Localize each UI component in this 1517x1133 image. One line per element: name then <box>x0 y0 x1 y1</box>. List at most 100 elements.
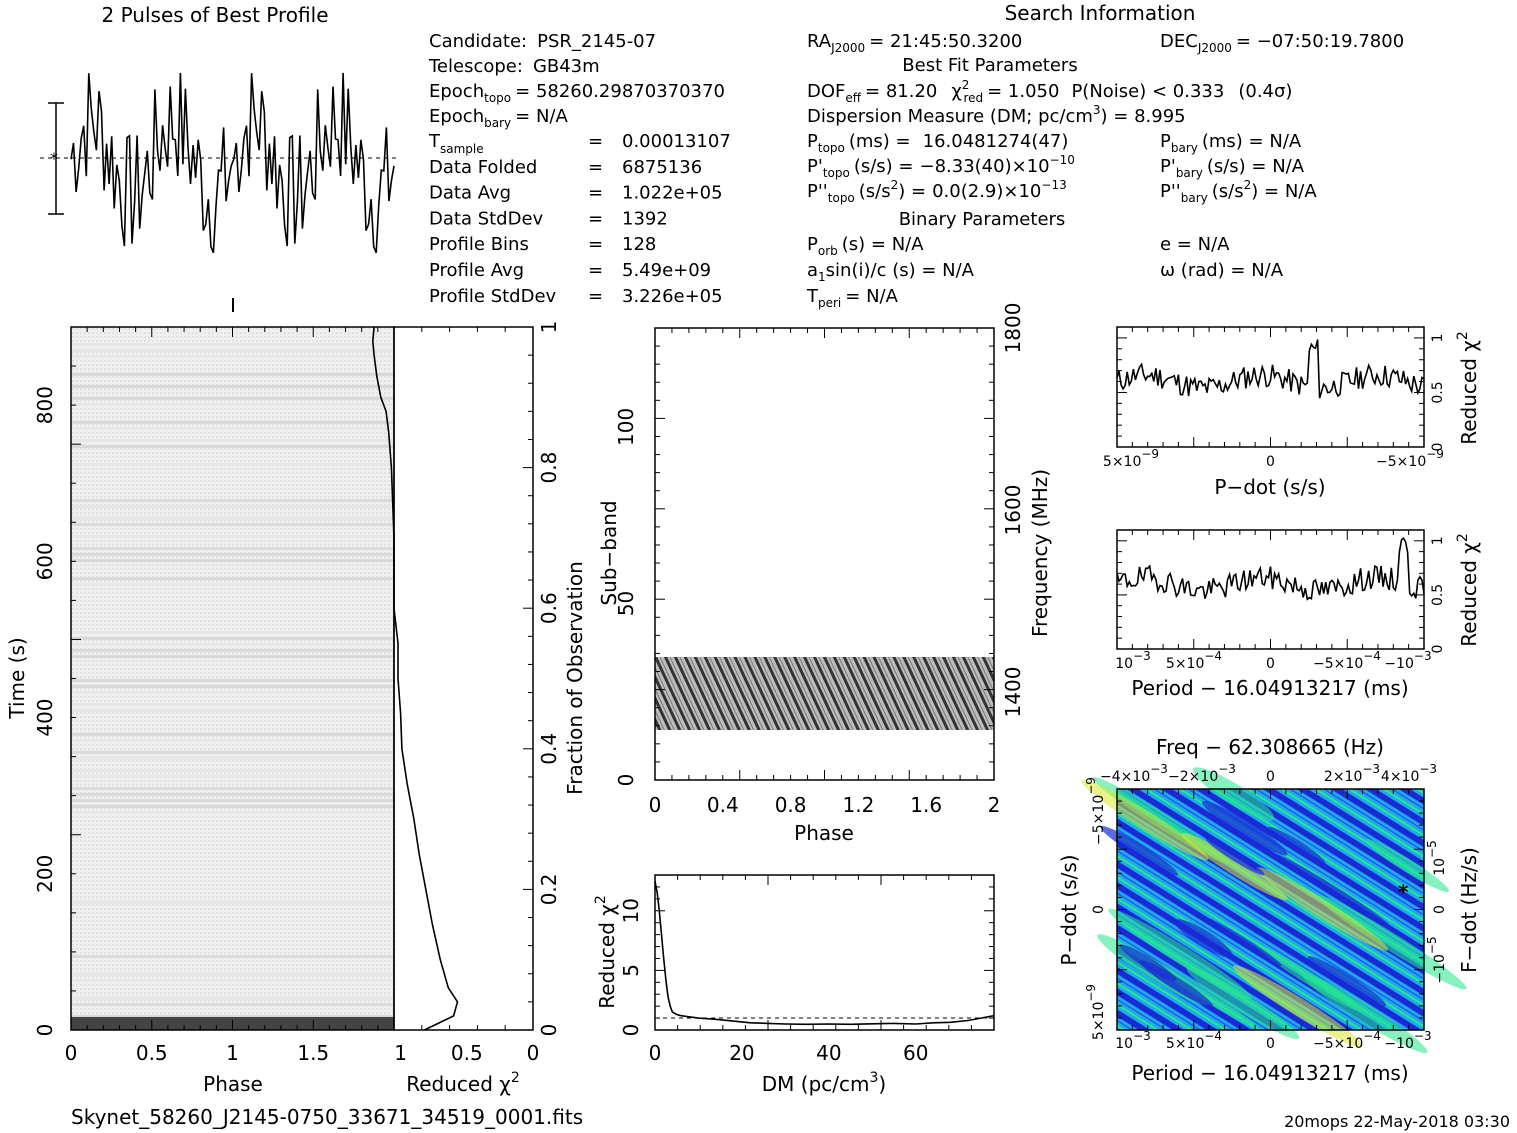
time-row <box>71 343 394 346</box>
search-info-title: Search Information <box>1005 1 1196 25</box>
time-phase-x-tick-labels: 0 0.5 1 1.5 <box>65 1041 330 1065</box>
chi2-dm-ylabel-sup: 2 <box>593 895 609 904</box>
frequency-tick: 1600 <box>1001 485 1025 536</box>
subband-phase-panel: 0 0.4 0.8 1.2 1.6 2 0 50 100 1400 1600 1800 Phase… <box>597 303 1052 845</box>
ppdot-bright-band <box>1301 973 1428 1054</box>
stat-equals: = <box>588 183 603 204</box>
chi2-fraction-xlabel: Reduced χ <box>406 1072 511 1096</box>
pdot-x-tick: 5×10−9 <box>1103 447 1159 470</box>
time-row <box>71 769 394 772</box>
time-row <box>71 421 394 424</box>
period-x-tick: −10−3 <box>1384 649 1431 672</box>
pddbary-unit: (s/s <box>1212 181 1244 202</box>
info-block: Search Information Candidate: PSR_2145-07… <box>428 1 1404 310</box>
pdot-x-tick: −5×10−9 <box>1376 447 1444 470</box>
time-row <box>71 631 394 634</box>
time-row <box>71 679 394 682</box>
svg-text:DM (pc/cm3): DM (pc/cm3) <box>762 1070 886 1096</box>
telescope-value: GB43m <box>533 56 600 77</box>
dm-value: ) = 8.995 <box>1101 106 1186 127</box>
ppdot-right-tick: −10−5 <box>1425 936 1448 983</box>
chi2-fraction-frame <box>393 326 534 1031</box>
ra-value: = 21:45:50.3200 <box>869 31 1022 52</box>
chi2-fraction-line <box>371 326 459 1031</box>
time-row <box>71 691 394 694</box>
chi2-dm-panel: 0 20 40 60 0 5 10 DM (pc/cm3) Reduced χ2 <box>593 874 995 1096</box>
time-row <box>71 637 394 640</box>
subband-band-image <box>655 657 994 730</box>
time-row <box>71 733 394 736</box>
best-profile-line <box>70 72 395 254</box>
chi2-dm-ticks <box>654 874 995 1031</box>
time-phase-ylabel: Time (s) <box>5 637 29 719</box>
subband-phase-ylabel: Sub−band <box>597 500 621 605</box>
ppdot-top-tick: 4×10−3 <box>1381 762 1437 785</box>
svg-text:Reduced χ2: Reduced χ2 <box>1455 533 1481 647</box>
time-row <box>71 577 394 580</box>
subband-phase-y-tick-labels: 0 50 100 <box>614 408 638 787</box>
stat-value: 128 <box>622 234 656 255</box>
chi2-pdot-y-tick-labels: 00.51 <box>1430 333 1446 451</box>
chi-value: = 1.050 <box>987 81 1059 102</box>
stat-equals: = <box>588 260 603 281</box>
ptopo-label: P <box>807 131 818 152</box>
candidate-value: PSR_2145-07 <box>537 31 656 52</box>
ppdot-bottom-tick: 5×10−4 <box>1166 1029 1222 1052</box>
chi2-dm-x-tick-labels: 0 20 40 60 <box>649 1041 929 1065</box>
subband-x-tick: 0 <box>649 793 662 817</box>
stat-label: Data StdDev <box>429 208 544 229</box>
chi2-fraction-y-tick: 0 <box>537 1024 561 1037</box>
ppdot-top-tick-labels: −4×10−3 −2×10−3 0 2×10−3 4×10−3 <box>1100 762 1437 785</box>
chi2-y-tick: 1 <box>1430 333 1446 342</box>
time-phase-x-tick: 0.5 <box>136 1041 168 1065</box>
pddbary-value: ) = N/A <box>1251 181 1317 202</box>
profile-error-bar <box>48 102 64 215</box>
ppdot-left-tick: −5×10−9 <box>1084 777 1107 845</box>
ptopo-unit: (ms) = <box>849 131 911 152</box>
time-phase-x-tick: 1.5 <box>297 1041 329 1065</box>
chi2-y-tick: 0 <box>1430 443 1446 452</box>
chi2-period-ylabel-sup: 2 <box>1455 533 1471 542</box>
time-phase-panel: 0 0.5 1 1.5 0 200 400 600 800 Phase Time (s) <box>5 298 395 1096</box>
time-row <box>71 463 394 466</box>
pddtopo-value: 0.0(2.9)×10 <box>932 181 1041 202</box>
chi2-period-x-tick-labels: 10−3 5×10−4 0 −5×10−4 −10−3 <box>1115 649 1431 672</box>
chi2-dm-line <box>654 880 995 1026</box>
time-row <box>71 955 394 958</box>
ppdot-bright-band <box>1186 967 1300 1040</box>
pdtopo-exp: −10 <box>1050 153 1075 167</box>
pbary-value: (ms) = N/A <box>1202 131 1302 152</box>
omega-value: ω (rad) = N/A <box>1160 260 1284 281</box>
ppdot-best-marker: * <box>1398 880 1409 904</box>
stat-equals: = <box>588 208 603 229</box>
chi2-fraction-ticks <box>393 326 534 1031</box>
time-row <box>71 517 394 520</box>
dm-x-tick: 40 <box>816 1041 841 1065</box>
ppdot-bright-band <box>1108 908 1252 1000</box>
time-row <box>71 685 394 688</box>
ppdot-left-tick-labels: −5×10−9 0 5×10−9 <box>1084 777 1107 1040</box>
stat-value: 5.49e+09 <box>622 260 711 281</box>
time-row <box>71 997 394 1000</box>
dm-y-tick: 5 <box>619 964 643 977</box>
chi2-fraction-x-tick: 0.5 <box>451 1041 483 1065</box>
ppdot-bright-band <box>1081 779 1209 861</box>
time-phase-stripes <box>71 343 394 1018</box>
ppdot-left-tick: 5×10−9 <box>1084 984 1107 1040</box>
chi2-period-line <box>1116 536 1425 601</box>
ppdot-left-tick: 0 <box>1091 905 1107 914</box>
chi2-y-tick: 1 <box>1430 536 1446 545</box>
time-phase-x-tick: 0 <box>65 1041 78 1065</box>
time-phase-y-tick: 0 <box>33 1024 57 1037</box>
time-row <box>71 499 394 502</box>
ppdot-bright-band <box>1192 767 1275 821</box>
time-row <box>71 787 394 790</box>
time-phase-xlabel: Phase <box>203 1072 263 1096</box>
svg-text:P''topo(s/s2) =0.0(2.9)×10−13: P''topo (s/s2) = 0.0(2.9)×10−13 <box>807 178 1067 205</box>
chi2-fraction-y-tick-labels: 0 0.2 0.4 0.6 0.8 1 <box>537 321 561 1037</box>
time-row <box>71 811 394 814</box>
pdtopo-unit: (s/s) = <box>854 156 914 177</box>
svg-text:Tperi= N/A: Tperi = N/A <box>806 286 899 310</box>
time-phase-ticks <box>70 326 395 1031</box>
